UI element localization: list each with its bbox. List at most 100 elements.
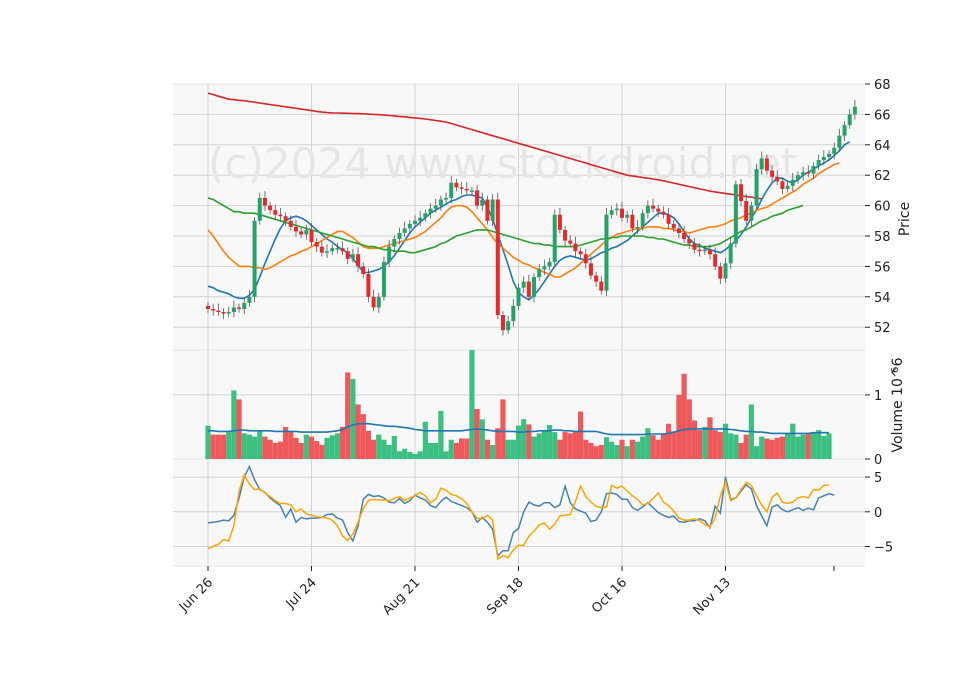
price-axis-title: Price [897, 202, 913, 236]
candle-up [407, 223, 412, 229]
volume-bar [640, 436, 646, 459]
volume-bar [490, 444, 496, 459]
volume-bar [728, 433, 734, 459]
price-tick-label: 60 [874, 200, 891, 215]
candle-down [475, 190, 480, 206]
candle-up [801, 172, 806, 176]
volume-bar [593, 446, 599, 459]
candle-down [454, 182, 459, 188]
candle-down [278, 214, 283, 217]
candle-down [345, 251, 350, 259]
volume-bar [810, 432, 817, 459]
candle-up [640, 213, 645, 227]
volume-bar [557, 439, 563, 459]
candle-up [542, 266, 547, 270]
volume-bar [650, 435, 656, 459]
candle-up [350, 254, 355, 259]
candle-up [552, 214, 557, 262]
volume-bar [293, 437, 299, 459]
volume-bar [531, 436, 537, 459]
candle-down [262, 198, 267, 206]
volume-bar [422, 421, 428, 459]
volume-bar [272, 442, 278, 459]
volume-bar [764, 438, 770, 459]
candle-up [387, 246, 392, 262]
candle-up [749, 205, 754, 221]
volume-bar [433, 442, 439, 459]
candle-up [842, 125, 847, 136]
volume-bar [376, 434, 382, 459]
candle-down [697, 249, 702, 252]
price-tick-label: 56 [874, 260, 891, 275]
candle-up [511, 305, 516, 322]
candle-down [283, 216, 288, 221]
volume-bar [552, 432, 558, 459]
price-tick-label: 54 [874, 291, 891, 306]
macd-tick-label: 5 [874, 471, 882, 486]
volume-bar [645, 428, 651, 459]
candle-up [304, 229, 309, 235]
volume-bar [355, 404, 361, 459]
candle-down [744, 201, 749, 221]
volume-bar [246, 434, 252, 459]
volume-bar [283, 426, 289, 459]
candle-up [402, 228, 407, 233]
candle-up [821, 156, 826, 160]
volume-bar [655, 439, 661, 459]
candle-down [216, 310, 221, 312]
volume-bar [541, 430, 547, 459]
candle-up [226, 312, 231, 314]
candle-up [376, 296, 381, 308]
candle-up [837, 135, 842, 148]
volume-bar [510, 439, 516, 459]
volume-bar [562, 432, 568, 459]
volume-bar [790, 423, 796, 459]
candle-down [770, 170, 775, 177]
volume-bar [319, 444, 325, 459]
candle-up [257, 198, 262, 221]
x-tick-label: Jul 24 [283, 575, 320, 612]
candle-down [309, 229, 314, 243]
candle-up [335, 248, 340, 250]
volume-bar [712, 430, 718, 459]
candlesticks [206, 99, 857, 336]
x-tick-label: Jun 26 [176, 575, 216, 615]
volume-bar [707, 417, 713, 459]
candle-up [827, 153, 831, 157]
candle-down [687, 239, 692, 244]
candle-down [356, 254, 361, 267]
candle-down [211, 308, 216, 311]
volume-bar [526, 424, 532, 459]
volume-bar [505, 439, 511, 459]
macd-lines [207, 464, 835, 561]
x-tick-label: Oct 16 [589, 575, 630, 616]
candle-up [723, 263, 728, 279]
volume-bar [603, 437, 610, 459]
candle-up [247, 296, 252, 303]
volume-bar [458, 438, 465, 459]
volume-bar [578, 411, 584, 459]
candle-down [692, 243, 697, 250]
candle-down [666, 214, 671, 224]
volume-bar [360, 414, 366, 459]
candle-down [671, 223, 676, 229]
volume-tick-label: 0 [874, 453, 882, 468]
candle-down [557, 214, 562, 230]
volume-bar [681, 373, 687, 459]
candle-up [635, 226, 640, 229]
candle-up [325, 251, 330, 253]
volume-bar [251, 436, 258, 459]
candle-down [713, 254, 718, 267]
candle-up [754, 169, 759, 206]
candle-down [661, 211, 666, 215]
candle-up [506, 321, 511, 331]
volume-bar [629, 439, 635, 459]
candle-down [676, 228, 681, 233]
volume-bar [779, 436, 786, 459]
candle-up [847, 114, 852, 126]
candle-up [397, 232, 402, 240]
ma-line-ma-200 [207, 92, 762, 200]
volume-bar [660, 433, 666, 459]
candle-up [438, 199, 443, 206]
